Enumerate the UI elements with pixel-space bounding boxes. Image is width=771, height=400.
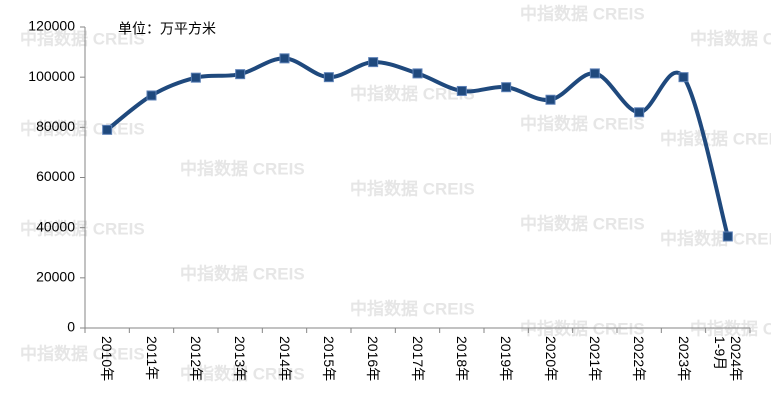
watermark: 中指数据 CREIS — [350, 298, 475, 318]
marker — [545, 94, 556, 105]
x-tick-label: 2018年 — [453, 336, 470, 382]
marker — [323, 72, 334, 83]
marker — [368, 57, 379, 68]
x-tick-label: 2019年 — [498, 336, 515, 382]
marker — [146, 90, 157, 101]
marker — [634, 107, 645, 118]
marker — [412, 68, 423, 79]
watermark: 中指数据 CREIS — [520, 3, 645, 23]
x-tick-label: 2017年 — [409, 336, 426, 382]
y-tick-label: 80000 — [36, 118, 75, 134]
marker — [678, 72, 689, 83]
marker — [722, 231, 733, 242]
watermark: 中指数据 CREIS — [180, 363, 305, 383]
x-tick-label: 2022年 — [631, 336, 648, 382]
x-tick-label: 2020年 — [542, 336, 559, 382]
watermark: 中指数据 CREIS — [180, 158, 305, 178]
watermark: 中指数据 CREIS — [180, 263, 305, 283]
marker — [235, 69, 246, 80]
watermark: 中指数据 CREIS — [350, 83, 475, 103]
watermark: 中指数据 CREIS — [690, 28, 771, 48]
marker — [589, 68, 600, 79]
unit-annotation: 单位：万平方米 — [118, 21, 216, 37]
marker — [102, 124, 113, 135]
y-tick-label: 60000 — [36, 168, 75, 184]
x-tick-label: 2011年 — [143, 336, 160, 381]
x-tick-label: 2014年 — [276, 336, 293, 382]
y-tick-label: 20000 — [36, 269, 75, 285]
marker — [501, 82, 512, 93]
x-tick-label: 2024年1-9月 — [711, 336, 744, 382]
watermark: 中指数据 CREIS — [520, 113, 645, 133]
watermark: 中指数据 CREIS — [20, 28, 145, 48]
watermark: 中指数据 CREIS — [660, 228, 771, 248]
x-tick-label: 2015年 — [320, 336, 337, 382]
y-tick-label: 100000 — [28, 68, 75, 84]
x-tick-label: 2013年 — [232, 336, 249, 382]
watermark: 中指数据 CREIS — [350, 178, 475, 198]
data-line — [105, 56, 730, 237]
watermark: 中指数据 CREIS — [20, 343, 145, 363]
watermark: 中指数据 CREIS — [520, 213, 645, 233]
x-tick-label: 2023年 — [675, 336, 692, 382]
marker — [279, 53, 290, 64]
marker — [190, 72, 201, 83]
watermark: 中指数据 CREIS — [660, 128, 771, 148]
y-tick-label: 40000 — [36, 218, 75, 234]
marker — [456, 85, 467, 96]
x-tick-label: 2021年 — [586, 336, 603, 382]
x-tick-label: 2016年 — [365, 336, 382, 382]
x-tick-label: 2010年 — [99, 336, 116, 382]
x-tick-label: 2012年 — [187, 336, 204, 382]
watermark: 中指数据 CREIS — [20, 218, 145, 238]
y-tick-label: 120000 — [28, 18, 75, 34]
y-tick-label: 0 — [67, 319, 75, 335]
